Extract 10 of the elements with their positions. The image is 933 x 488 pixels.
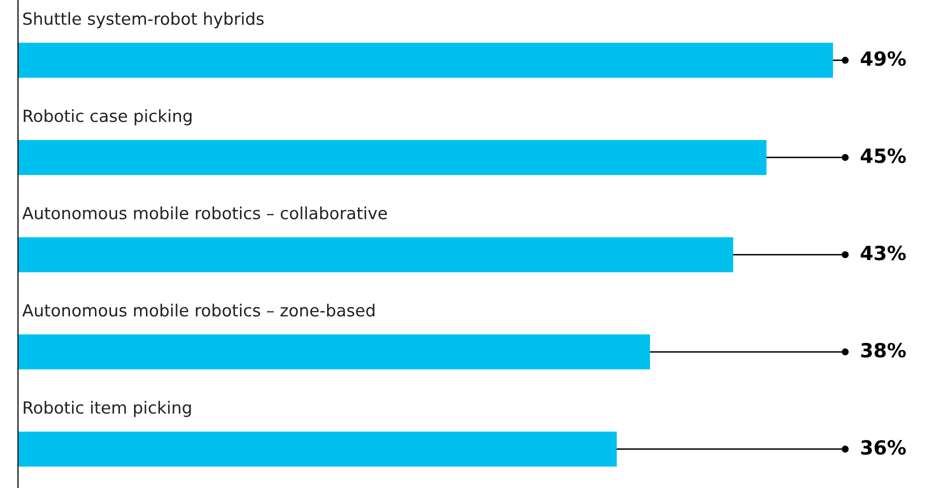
y-tick-label: Robotic item picking [24,400,191,418]
data-label: 45% [860,148,906,164]
data-label: 49% [860,51,906,66]
y-tick-label: Autonomous mobile robotics – collaborative [22,206,387,220]
y-tick-label: Robotic case picking [24,109,192,126]
data-label: 43% [860,246,906,260]
y-tick-label: Autonomous mobile robotics – zone-based [22,304,374,317]
y-tick-label: Shuttle system-robot hybrids [23,12,264,28]
data-label: 36% [861,440,906,455]
data-label: 38% [861,342,906,358]
